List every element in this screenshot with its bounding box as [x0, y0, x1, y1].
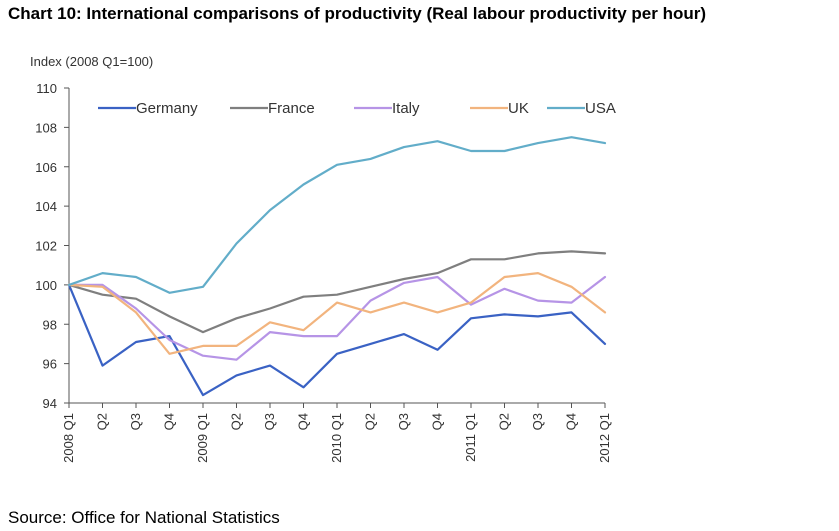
x-tick-label: Q4 — [296, 413, 311, 430]
legend-label-germany: Germany — [136, 100, 198, 117]
y-axis-label: Index (2008 Q1=100) — [30, 54, 153, 69]
source-note: Source: Office for National Statistics — [8, 508, 280, 527]
series-line-france — [67, 250, 607, 334]
legend-label-italy: Italy — [392, 100, 420, 117]
legend-label-usa: USA — [585, 100, 616, 117]
legend-label-france: France — [268, 100, 315, 117]
y-tick-label: 100 — [35, 278, 57, 293]
series-line-usa — [67, 136, 607, 294]
legend-label-uk: UK — [508, 100, 529, 117]
x-tick-label: Q4 — [430, 413, 445, 430]
series-line-uk — [67, 272, 607, 355]
x-tick-label: 2008 Q1 — [61, 413, 76, 463]
y-tick-label: 106 — [35, 160, 57, 175]
x-tick-label: Q4 — [564, 413, 579, 430]
x-tick-label: Q2 — [229, 413, 244, 430]
x-tick-label: Q2 — [363, 413, 378, 430]
series-line-italy — [67, 275, 607, 361]
y-tick-label: 110 — [36, 81, 57, 96]
x-tick-label: Q3 — [128, 413, 143, 430]
y-tick-label: 102 — [35, 239, 57, 254]
x-tick-label: 2011 Q1 — [463, 413, 478, 462]
x-tick-label: Q2 — [95, 413, 110, 430]
x-tick-label: 2010 Q1 — [329, 413, 344, 463]
x-tick-label: Q4 — [162, 413, 177, 430]
y-tick-label: 96 — [43, 357, 57, 372]
series-line-germany — [67, 283, 607, 397]
x-tick-label: 2012 Q1 — [597, 413, 612, 463]
y-tick-label: 108 — [35, 120, 57, 135]
x-tick-label: Q3 — [396, 413, 411, 430]
chart-title: Chart 10: International comparisons of p… — [8, 4, 707, 23]
y-tick-label: 94 — [43, 396, 57, 411]
x-tick-label: Q3 — [262, 413, 277, 430]
x-tick-label: Q2 — [497, 413, 512, 430]
y-tick-label: 104 — [35, 199, 57, 214]
y-tick-label: 98 — [43, 317, 57, 332]
x-tick-label: 2009 Q1 — [195, 413, 210, 463]
x-tick-label: Q3 — [530, 413, 545, 430]
